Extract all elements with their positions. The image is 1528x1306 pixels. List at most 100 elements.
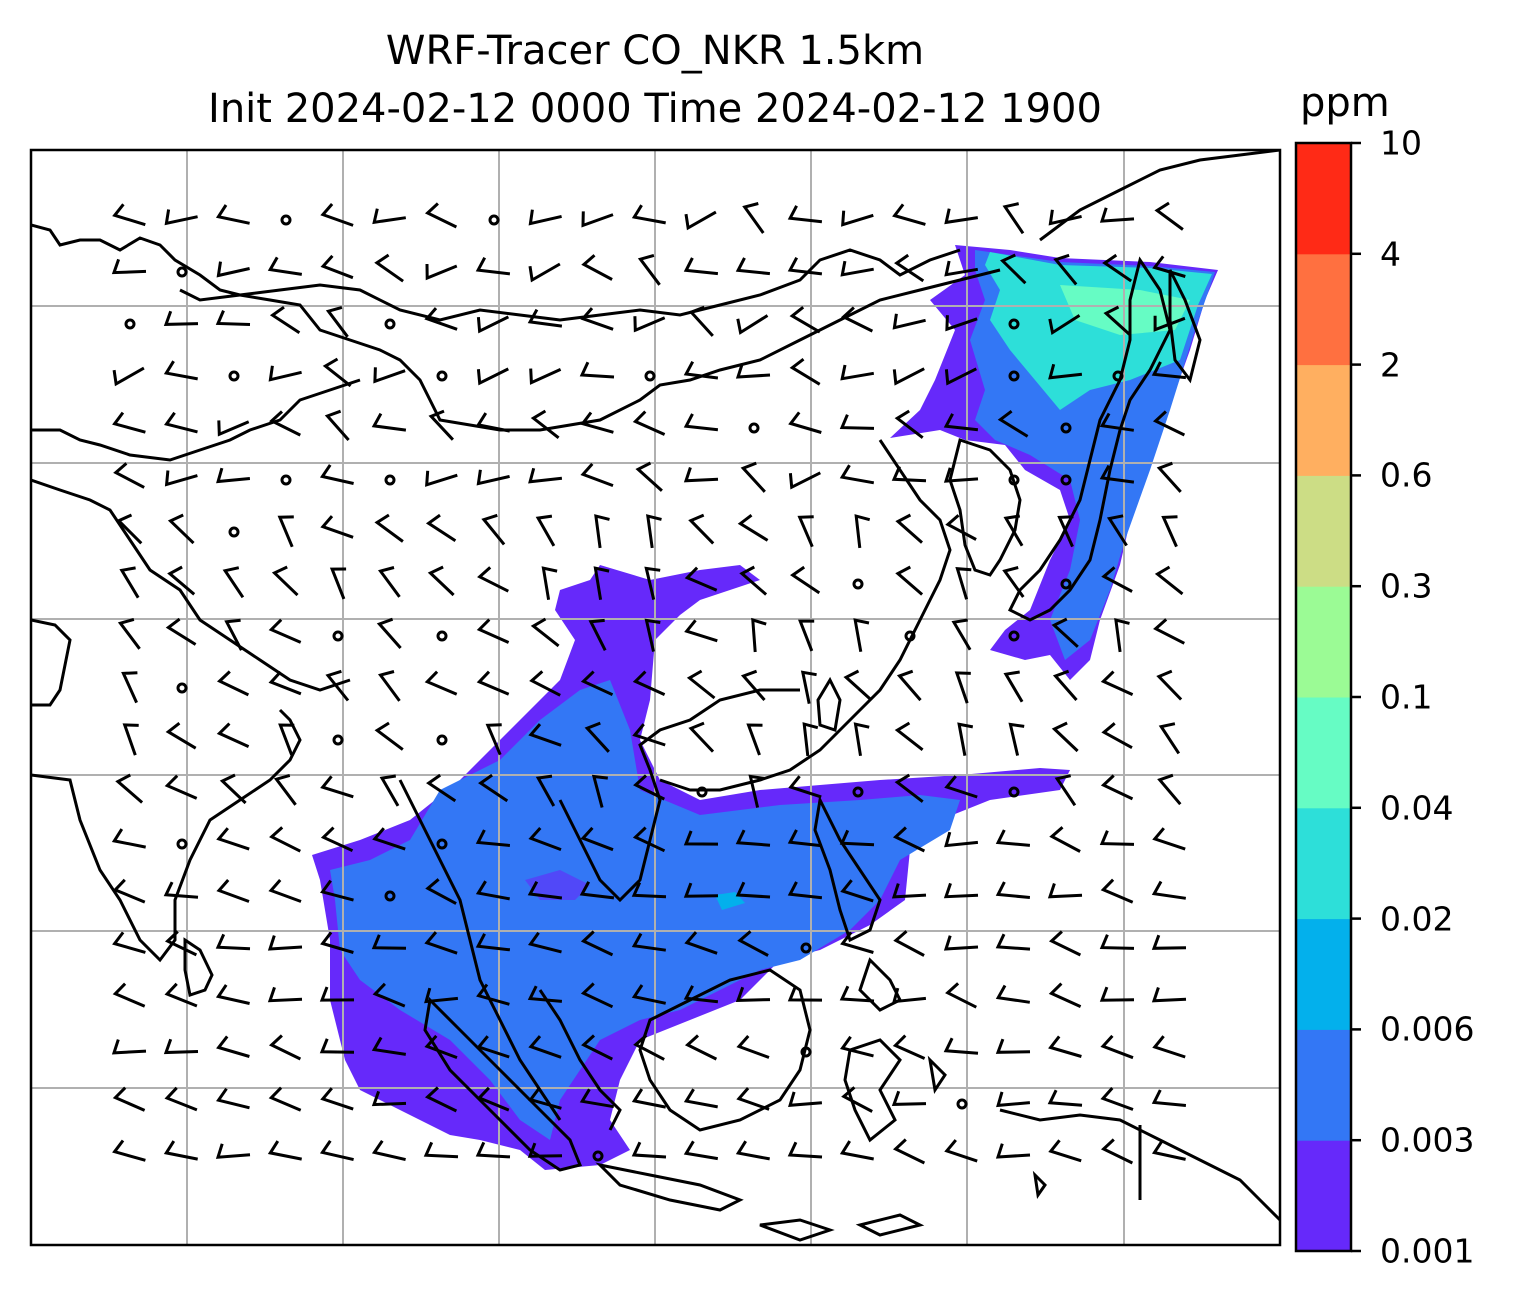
wind-barb [580, 462, 614, 488]
wind-barb [798, 619, 815, 652]
wind-barb [475, 933, 511, 952]
wind-calm-marker [384, 318, 396, 330]
wind-barb [1100, 670, 1134, 696]
coastline-indochina [398, 688, 800, 1121]
wind-barb [374, 253, 404, 283]
wind-barb [216, 1087, 250, 1110]
wind-barb [892, 203, 926, 226]
border-mongolia [179, 248, 961, 322]
wind-calm-marker [332, 630, 344, 642]
wind-barb [1008, 722, 1025, 756]
wind-barb [787, 1141, 823, 1159]
wind-barb [892, 1138, 926, 1165]
wind-barb [1048, 1139, 1082, 1163]
wind-barb [944, 367, 977, 386]
wind-barb [278, 723, 295, 756]
map-gridlines [31, 150, 1280, 1245]
figure-subtitle: Init 2024-02-12 0000 Time 2024-02-12 190… [208, 86, 1102, 132]
wind-barb [957, 722, 974, 756]
wind-barb [787, 256, 823, 276]
wind-barb [631, 204, 666, 225]
colorbar-tick-label: 0.6 [1380, 455, 1433, 495]
wind-barb [683, 467, 719, 483]
wind-barb [165, 617, 197, 646]
wind-calm-marker [800, 1046, 812, 1058]
wind-barb [740, 461, 766, 493]
wind-barb [527, 1142, 563, 1158]
wind-barb [425, 878, 457, 905]
wind-barb [588, 618, 607, 651]
wind-barb [735, 257, 771, 276]
wind-barb [997, 410, 1029, 438]
wind-barb [215, 984, 250, 1005]
wind-barb [944, 775, 978, 799]
wind-barb [1003, 670, 1024, 703]
colorbar-tick-label: 0.02 [1380, 899, 1454, 939]
wind-barb [424, 1034, 458, 1060]
wind-barb [371, 1090, 407, 1107]
wind-barb [688, 721, 715, 753]
wind-barb [268, 879, 302, 903]
wind-barb [121, 671, 138, 704]
wind-barb [476, 367, 509, 386]
wind-barb [787, 205, 823, 224]
wind-barb [475, 829, 511, 847]
wind-barb [683, 1140, 719, 1161]
wind-barb [684, 931, 718, 955]
colorbar-segment [1296, 807, 1351, 920]
wind-barb [1099, 464, 1135, 484]
wind-barb [528, 262, 561, 283]
wind-barb [325, 669, 350, 702]
wind-barb [999, 253, 1027, 285]
wind-barb [943, 882, 979, 899]
wind-barb [891, 883, 927, 899]
wind-barb [476, 1086, 510, 1112]
wind-barb [267, 1140, 302, 1161]
wind-barb [581, 1034, 613, 1061]
wind-barb [112, 203, 146, 227]
wind-barb [735, 363, 771, 379]
wind-barb [683, 882, 719, 898]
wind-barb [740, 669, 766, 701]
wind-barb [1101, 566, 1133, 593]
wind-barb [736, 1087, 770, 1111]
wind-calm-marker [800, 942, 812, 954]
wind-calm-marker [488, 214, 500, 226]
wind-barb [320, 254, 354, 280]
wind-barb [376, 617, 402, 649]
wind-barb [954, 671, 971, 704]
wind-calm-marker [1008, 318, 1020, 330]
wind-barb [1047, 1089, 1083, 1107]
coastline-china-east [659, 439, 952, 792]
wind-barb [216, 722, 250, 748]
wind-barb [688, 513, 715, 545]
wind-barb [802, 722, 819, 757]
wind-barb [1152, 410, 1186, 437]
colorbar-tick-label: 0.006 [1380, 1009, 1475, 1049]
coastline-borneo [638, 968, 812, 1132]
wind-barb [893, 930, 925, 957]
wind-barb [891, 465, 927, 483]
wind-barb [528, 931, 562, 954]
coastline-malay [538, 989, 622, 1131]
wind-barb [894, 773, 924, 803]
wind-barb [742, 202, 765, 234]
wind-barb [528, 209, 562, 226]
wind-barb [684, 566, 718, 592]
wind-barb [374, 721, 404, 751]
wind-barb [424, 931, 458, 955]
wind-barb [580, 982, 614, 1009]
coastline-philippines [813, 795, 903, 1012]
wind-calm-marker [1008, 474, 1020, 486]
coastline-sri-lanka [183, 937, 214, 997]
wind-barb [1049, 826, 1081, 853]
wind-barb [219, 773, 247, 805]
wind-barb [839, 464, 875, 485]
wind-barb [632, 723, 666, 747]
coastline-japan [1007, 256, 1172, 622]
wind-barb [580, 670, 614, 697]
wind-barb [1151, 1089, 1187, 1107]
wind-barb [1054, 774, 1077, 807]
